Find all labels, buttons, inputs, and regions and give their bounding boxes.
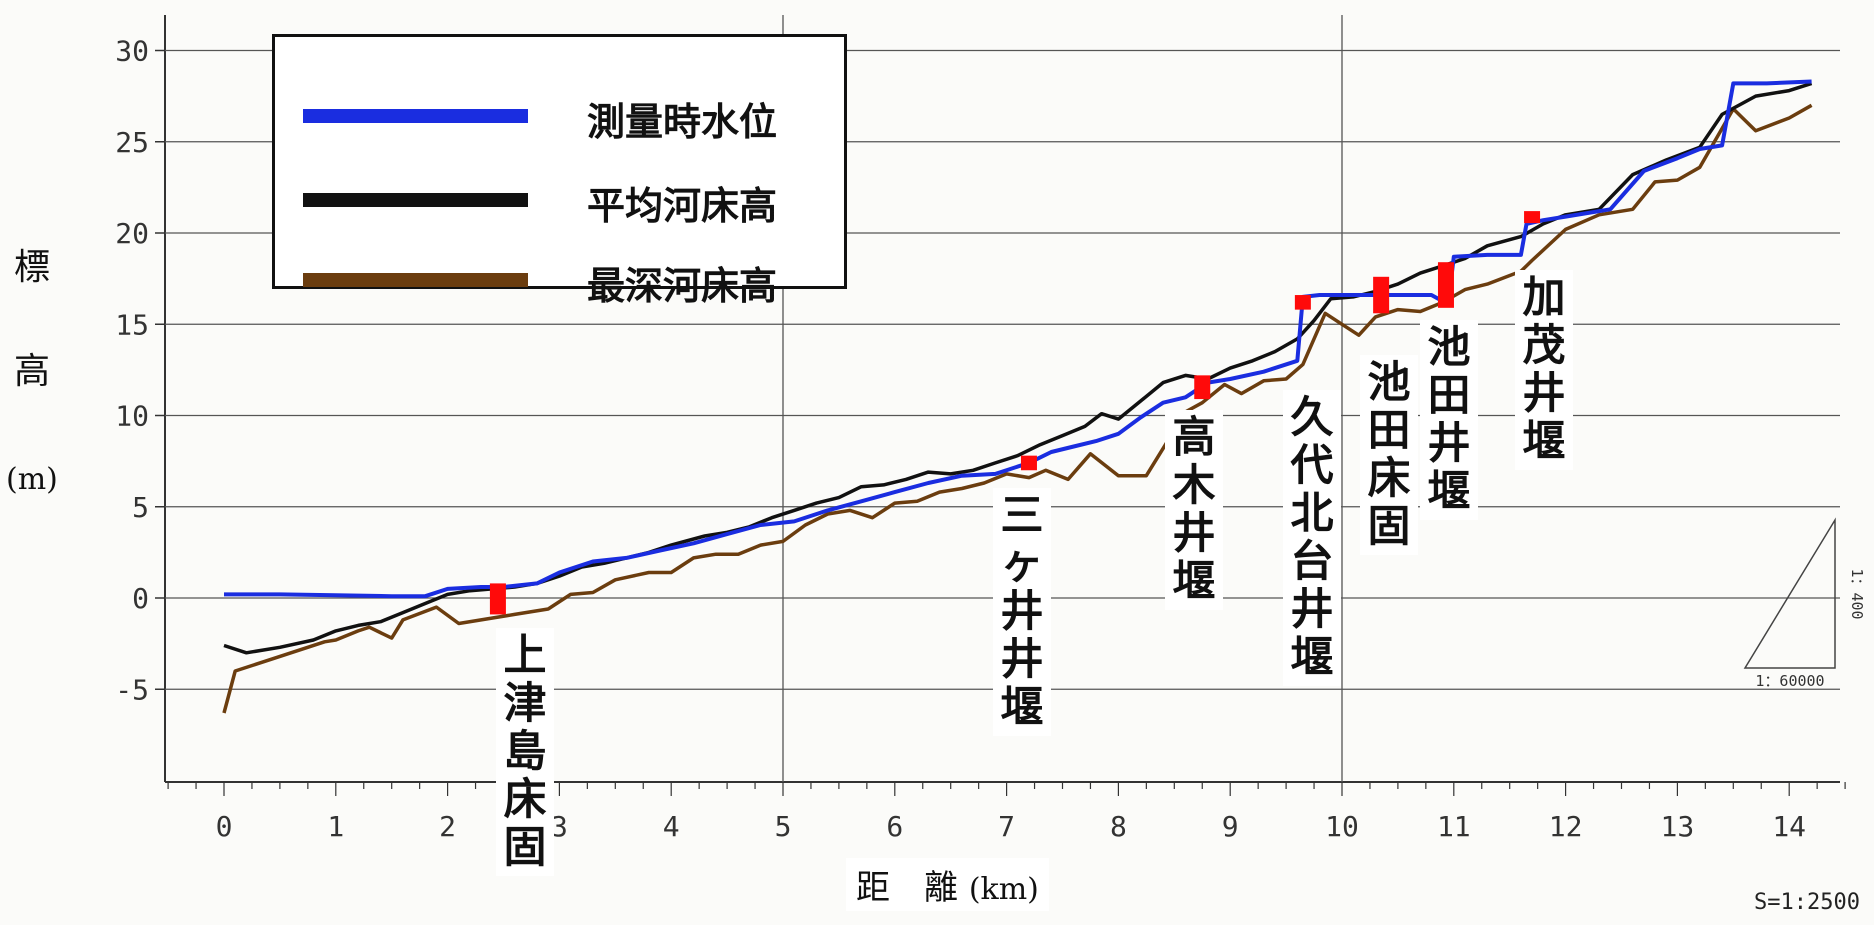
x-tick-label: 14 bbox=[1772, 810, 1806, 843]
weir-label-text: 池田床固 bbox=[1367, 358, 1411, 552]
weir-label-text: 加茂井堰 bbox=[1522, 273, 1566, 467]
legend-item-deepest-bed: 最深河床高 bbox=[275, 251, 844, 311]
weir-marker bbox=[1194, 375, 1211, 400]
legend-swatch-water-level bbox=[303, 109, 528, 123]
weir-label-text: 上津島床固 bbox=[503, 631, 547, 873]
x-tick-label: 11 bbox=[1437, 810, 1471, 843]
y-tick-label: 25 bbox=[115, 126, 149, 159]
y-axis-unit: (m) bbox=[6, 462, 58, 497]
x-tick-label: 9 bbox=[1222, 810, 1239, 843]
slope-triangle bbox=[1743, 517, 1836, 669]
x-tick-label: 10 bbox=[1325, 810, 1359, 843]
y-tick-label: 30 bbox=[115, 35, 149, 68]
y-tick-label: 10 bbox=[115, 400, 149, 433]
weir-label-text: 池田井堰 bbox=[1427, 323, 1471, 517]
x-tick-label: 7 bbox=[998, 810, 1015, 843]
legend-item-mean-bed: 平均河床高 bbox=[275, 171, 844, 231]
x-tick-label: 6 bbox=[886, 810, 903, 843]
weir-label-kushiro-kitadai: 久代北台井堰 bbox=[1283, 390, 1341, 686]
weir-marker bbox=[1020, 455, 1037, 471]
x-tick-label: 0 bbox=[216, 810, 233, 843]
y-axis-label-char-1: 標 bbox=[14, 247, 51, 288]
legend: 測量時水位 平均河床高 最深河床高 bbox=[272, 34, 847, 308]
weir-label-kamo: 加茂井堰 bbox=[1515, 270, 1573, 470]
weir-marker bbox=[1524, 211, 1541, 224]
slope-horizontal-label: 1：60000 bbox=[1755, 672, 1824, 690]
y-tick-label: 0 bbox=[132, 582, 149, 615]
x-tick-label: 5 bbox=[775, 810, 792, 843]
x-tick-label: 8 bbox=[1110, 810, 1127, 843]
legend-label-mean-bed: 平均河床高 bbox=[587, 184, 778, 228]
legend-item-water-level: 測量時水位 bbox=[275, 87, 844, 147]
x-axis-label: 距 離 (km) bbox=[846, 858, 1049, 911]
y-tick-label: -5 bbox=[115, 673, 149, 706]
weir-label-kamitsushima: 上津島床固 bbox=[496, 628, 554, 876]
weir-marker bbox=[1437, 262, 1454, 308]
legend-swatch-deepest-bed bbox=[303, 273, 528, 287]
weir-marker bbox=[489, 583, 506, 615]
x-tick-label: 4 bbox=[663, 810, 680, 843]
weir-label-ikeda-tokokatame: 池田床固 bbox=[1360, 355, 1418, 555]
x-tick-label: 13 bbox=[1661, 810, 1695, 843]
x-tick-label: 3 bbox=[551, 810, 568, 843]
y-tick-label: 15 bbox=[115, 308, 149, 341]
legend-label-deepest-bed: 最深河床高 bbox=[587, 264, 778, 308]
weir-marker bbox=[1294, 295, 1311, 310]
y-tick-label: 5 bbox=[132, 491, 149, 524]
x-axis-unit: (km) bbox=[968, 872, 1039, 907]
weir-label-takagi: 高木井堰 bbox=[1165, 410, 1223, 610]
slope-vertical-label: 1：400 bbox=[1848, 568, 1866, 619]
weir-label-sangai: 三ヶ井井堰 bbox=[993, 488, 1051, 736]
weir-label-text: 高木井堰 bbox=[1172, 413, 1216, 607]
weir-label-ikeda-iseki: 池田井堰 bbox=[1420, 320, 1478, 520]
series-line-deepest-bed bbox=[222, 103, 1813, 714]
x-tick-label: 1 bbox=[327, 810, 344, 843]
x-tick-label: 12 bbox=[1549, 810, 1583, 843]
legend-swatch-mean-bed bbox=[303, 193, 528, 207]
x-axis-label-text: 距 離 bbox=[856, 868, 958, 908]
weir-label-text: 三ヶ井井堰 bbox=[1000, 491, 1044, 733]
weir-marker bbox=[1373, 276, 1390, 314]
legend-label-water-level: 測量時水位 bbox=[587, 100, 778, 144]
scale-note: S=1:2500 bbox=[1754, 890, 1860, 915]
y-axis-label-char-2: 高 bbox=[14, 351, 51, 392]
weir-label-text: 久代北台井堰 bbox=[1290, 393, 1334, 683]
y-tick-label: 20 bbox=[115, 217, 149, 250]
x-tick-label: 2 bbox=[439, 810, 456, 843]
